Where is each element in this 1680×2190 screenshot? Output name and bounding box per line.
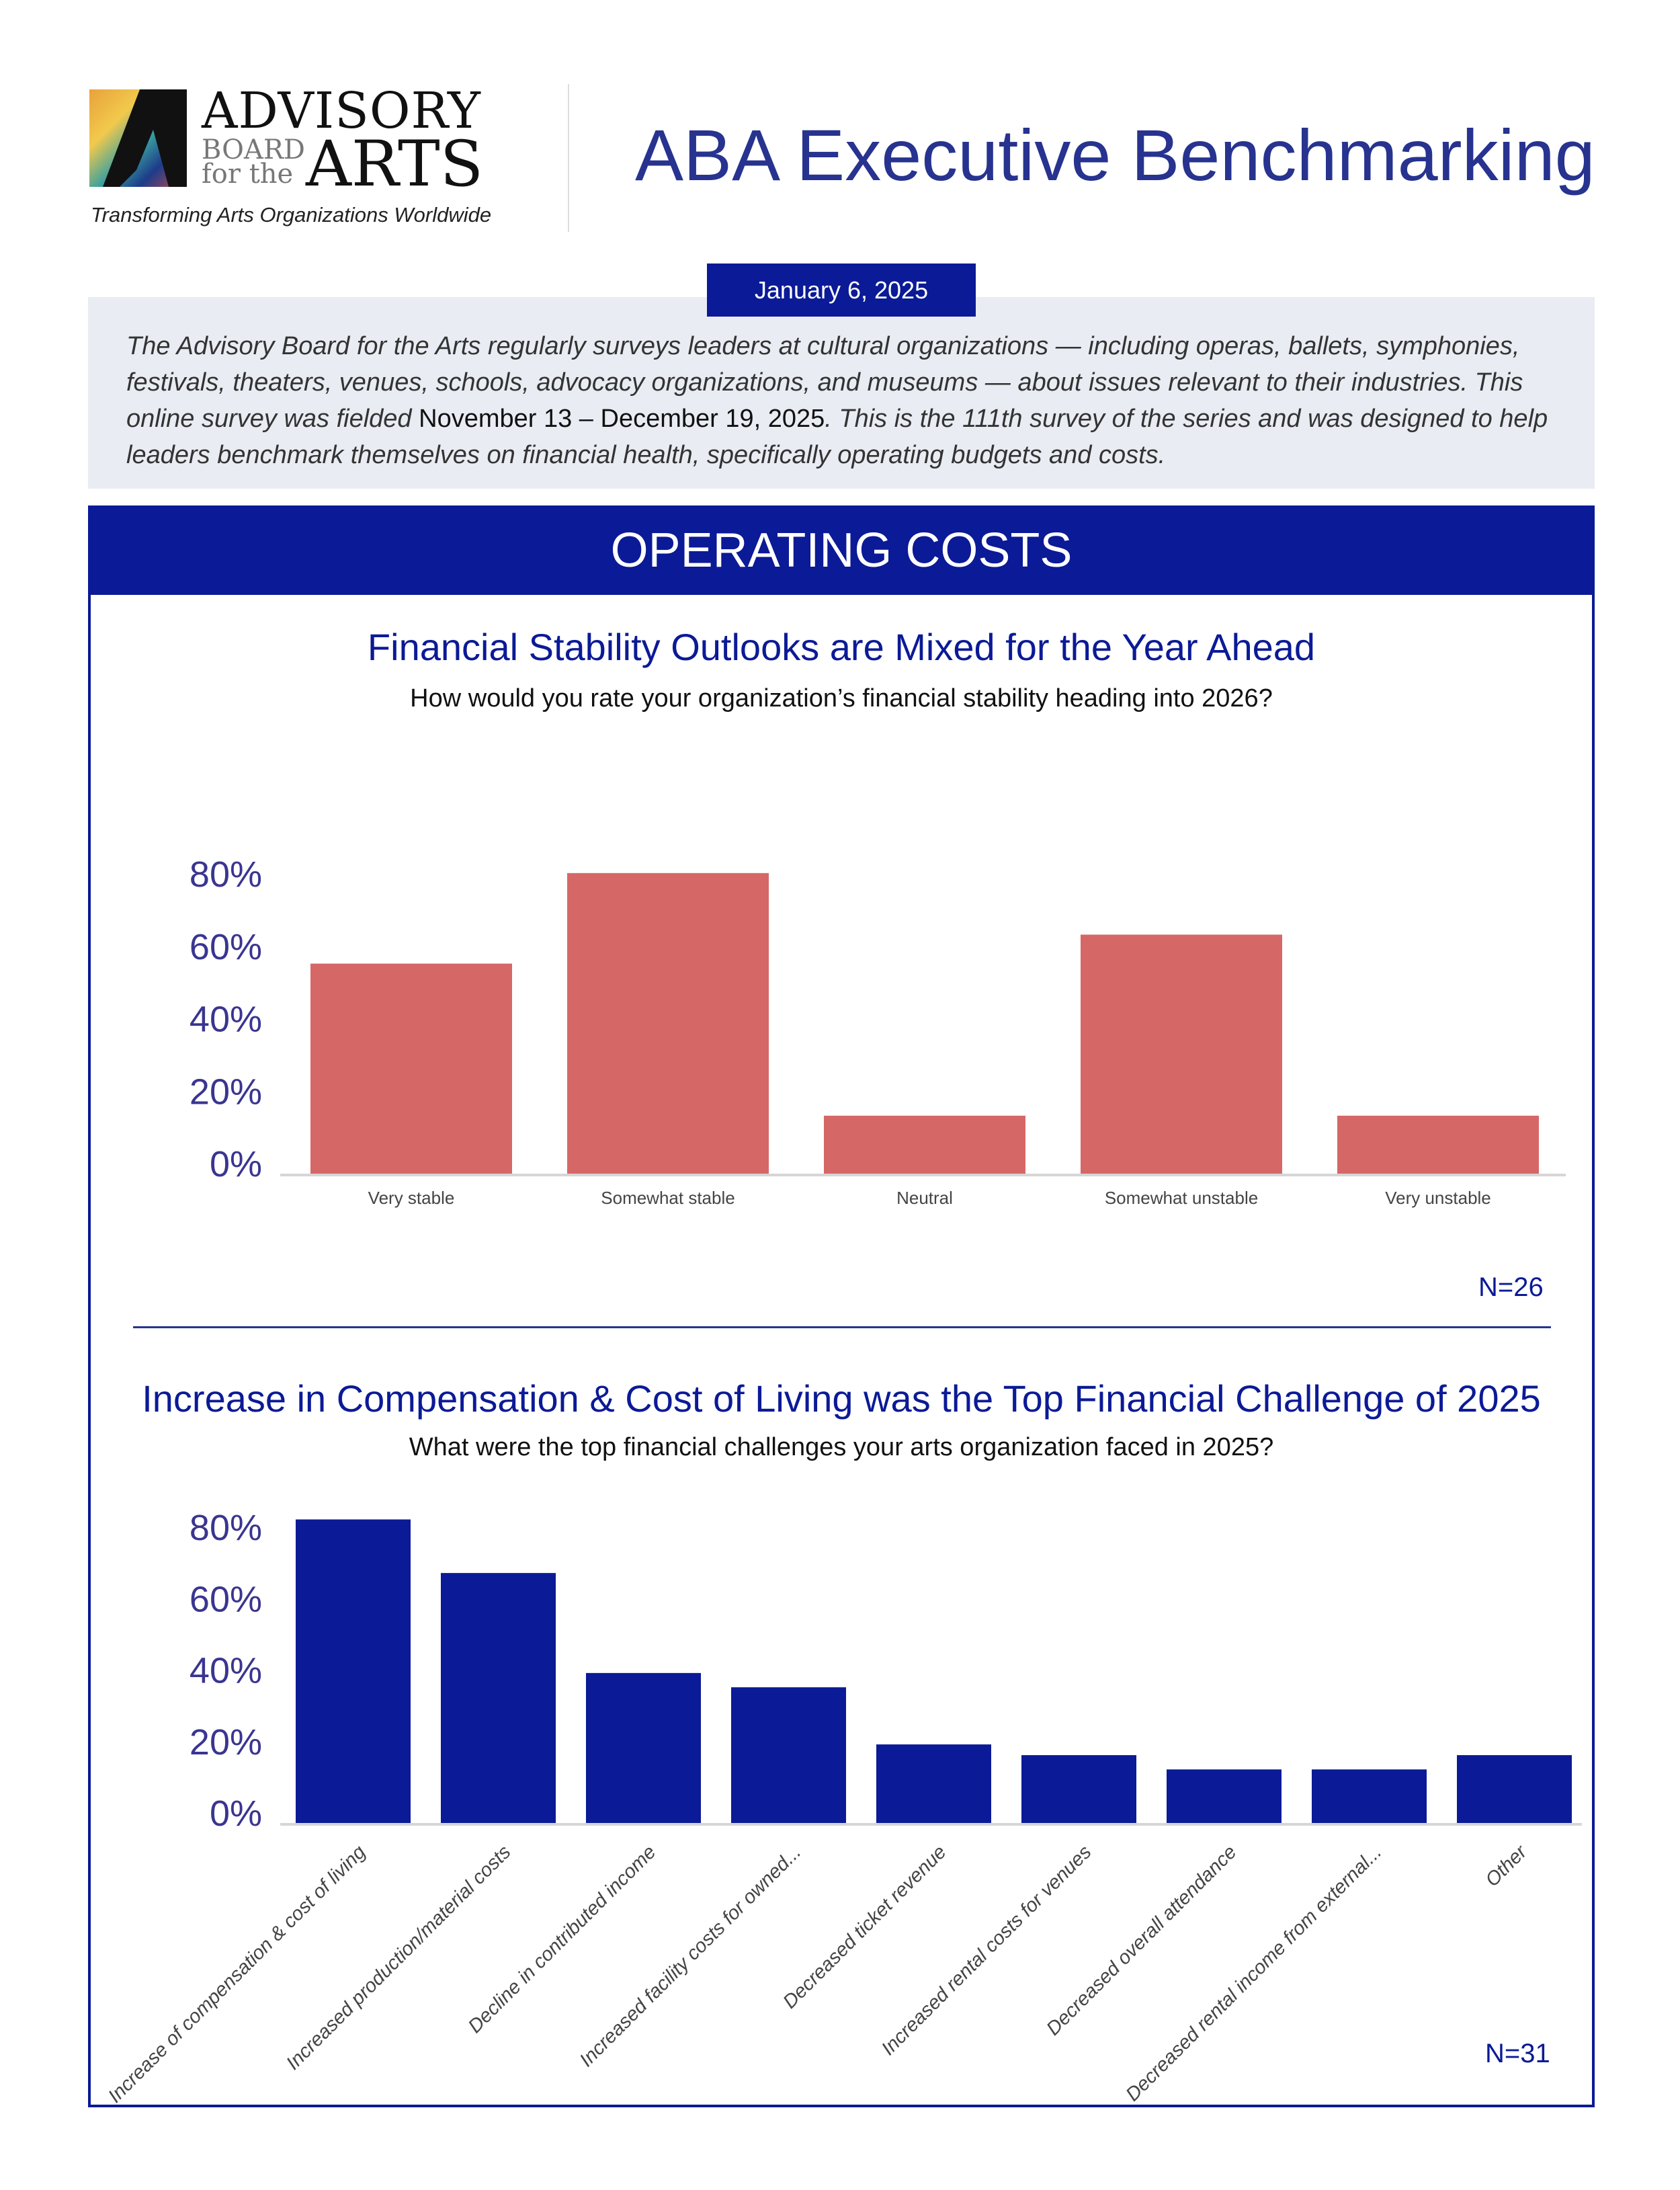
x-category-label: Somewhat stable: [601, 1188, 734, 1208]
x-category-label: Neutral: [896, 1188, 953, 1208]
bar-1: [296, 1519, 411, 1823]
page-title: ABA Executive Benchmarking: [635, 114, 1595, 196]
intro-text: The Advisory Board for the Arts regularl…: [126, 328, 1578, 473]
bar-7: [1167, 1769, 1282, 1823]
bar-4: [731, 1687, 846, 1823]
bar-2: [567, 873, 769, 1174]
chart2-title: Increase in Compensation & Cost of Livin…: [142, 1377, 1541, 1420]
x-category-label: Other: [1482, 1840, 1532, 1891]
bar-3: [586, 1672, 701, 1823]
y-tick-label: 80%: [190, 1508, 262, 1548]
y-tick-label: 60%: [190, 1579, 262, 1619]
x-category-label: Increase of compensation & cost of livin…: [104, 1841, 370, 2107]
bar-8: [1312, 1769, 1427, 1823]
logo-text-board: BOARD: [202, 134, 306, 165]
y-tick-label: 20%: [190, 1071, 262, 1112]
x-category-label: Decreased rental income from external...: [1122, 1841, 1386, 2105]
logo-a-icon: [103, 89, 187, 187]
chart2-subtitle: What were the top financial challenges y…: [409, 1433, 1274, 1461]
y-tick-label: 40%: [190, 1000, 262, 1040]
bar-4: [1081, 934, 1282, 1174]
logo-text-arts: ARTS: [306, 128, 484, 201]
bar-3: [824, 1115, 1025, 1174]
bar-2: [441, 1573, 556, 1823]
logo-mark: [89, 89, 187, 187]
logo-tagline: Transforming Arts Organizations Worldwid…: [91, 203, 492, 227]
header-divider: [568, 84, 569, 232]
x-category-label: Very stable: [368, 1188, 455, 1208]
chart1-subtitle: How would you rate your organization’s f…: [410, 684, 1273, 713]
logo-text-advisory: ADVISORY: [202, 82, 481, 140]
section-header: OPERATING COSTS: [88, 505, 1595, 595]
y-tick-label: 0%: [210, 1793, 262, 1834]
x-category-label: Decreased ticket revenue: [779, 1841, 950, 2013]
intro-part1: The Advisory Board for the Arts regularl…: [126, 332, 1523, 433]
intro-part2: . This is the 111th survey of the series…: [126, 405, 1548, 469]
y-tick-label: 60%: [190, 927, 262, 967]
bar-5: [876, 1744, 991, 1823]
x-category-label: Somewhat unstable: [1105, 1188, 1258, 1208]
chart2-n-label: N=31: [1485, 2039, 1550, 2068]
y-tick-label: 40%: [190, 1651, 262, 1691]
x-category-label: Increased production/material costs: [282, 1841, 515, 2074]
bar-5: [1337, 1115, 1539, 1174]
chart1-n-label: N=26: [1478, 1272, 1544, 1302]
bar-9: [1457, 1755, 1572, 1823]
intro-dates: November 13 – December 19, 2025: [419, 405, 825, 433]
chart1-title: Financial Stability Outlooks are Mixed f…: [367, 626, 1316, 668]
y-tick-label: 0%: [210, 1144, 262, 1184]
intro-box: [88, 297, 1595, 489]
bar-1: [310, 963, 512, 1174]
y-tick-label: 80%: [190, 854, 262, 895]
section-divider: [133, 1326, 1551, 1328]
x-category-label: Very unstable: [1385, 1188, 1491, 1208]
logo-text-for-the: for the: [202, 159, 294, 190]
y-tick-label: 20%: [190, 1722, 262, 1762]
bar-6: [1021, 1755, 1136, 1823]
date-badge: January 6, 2025: [707, 263, 976, 317]
